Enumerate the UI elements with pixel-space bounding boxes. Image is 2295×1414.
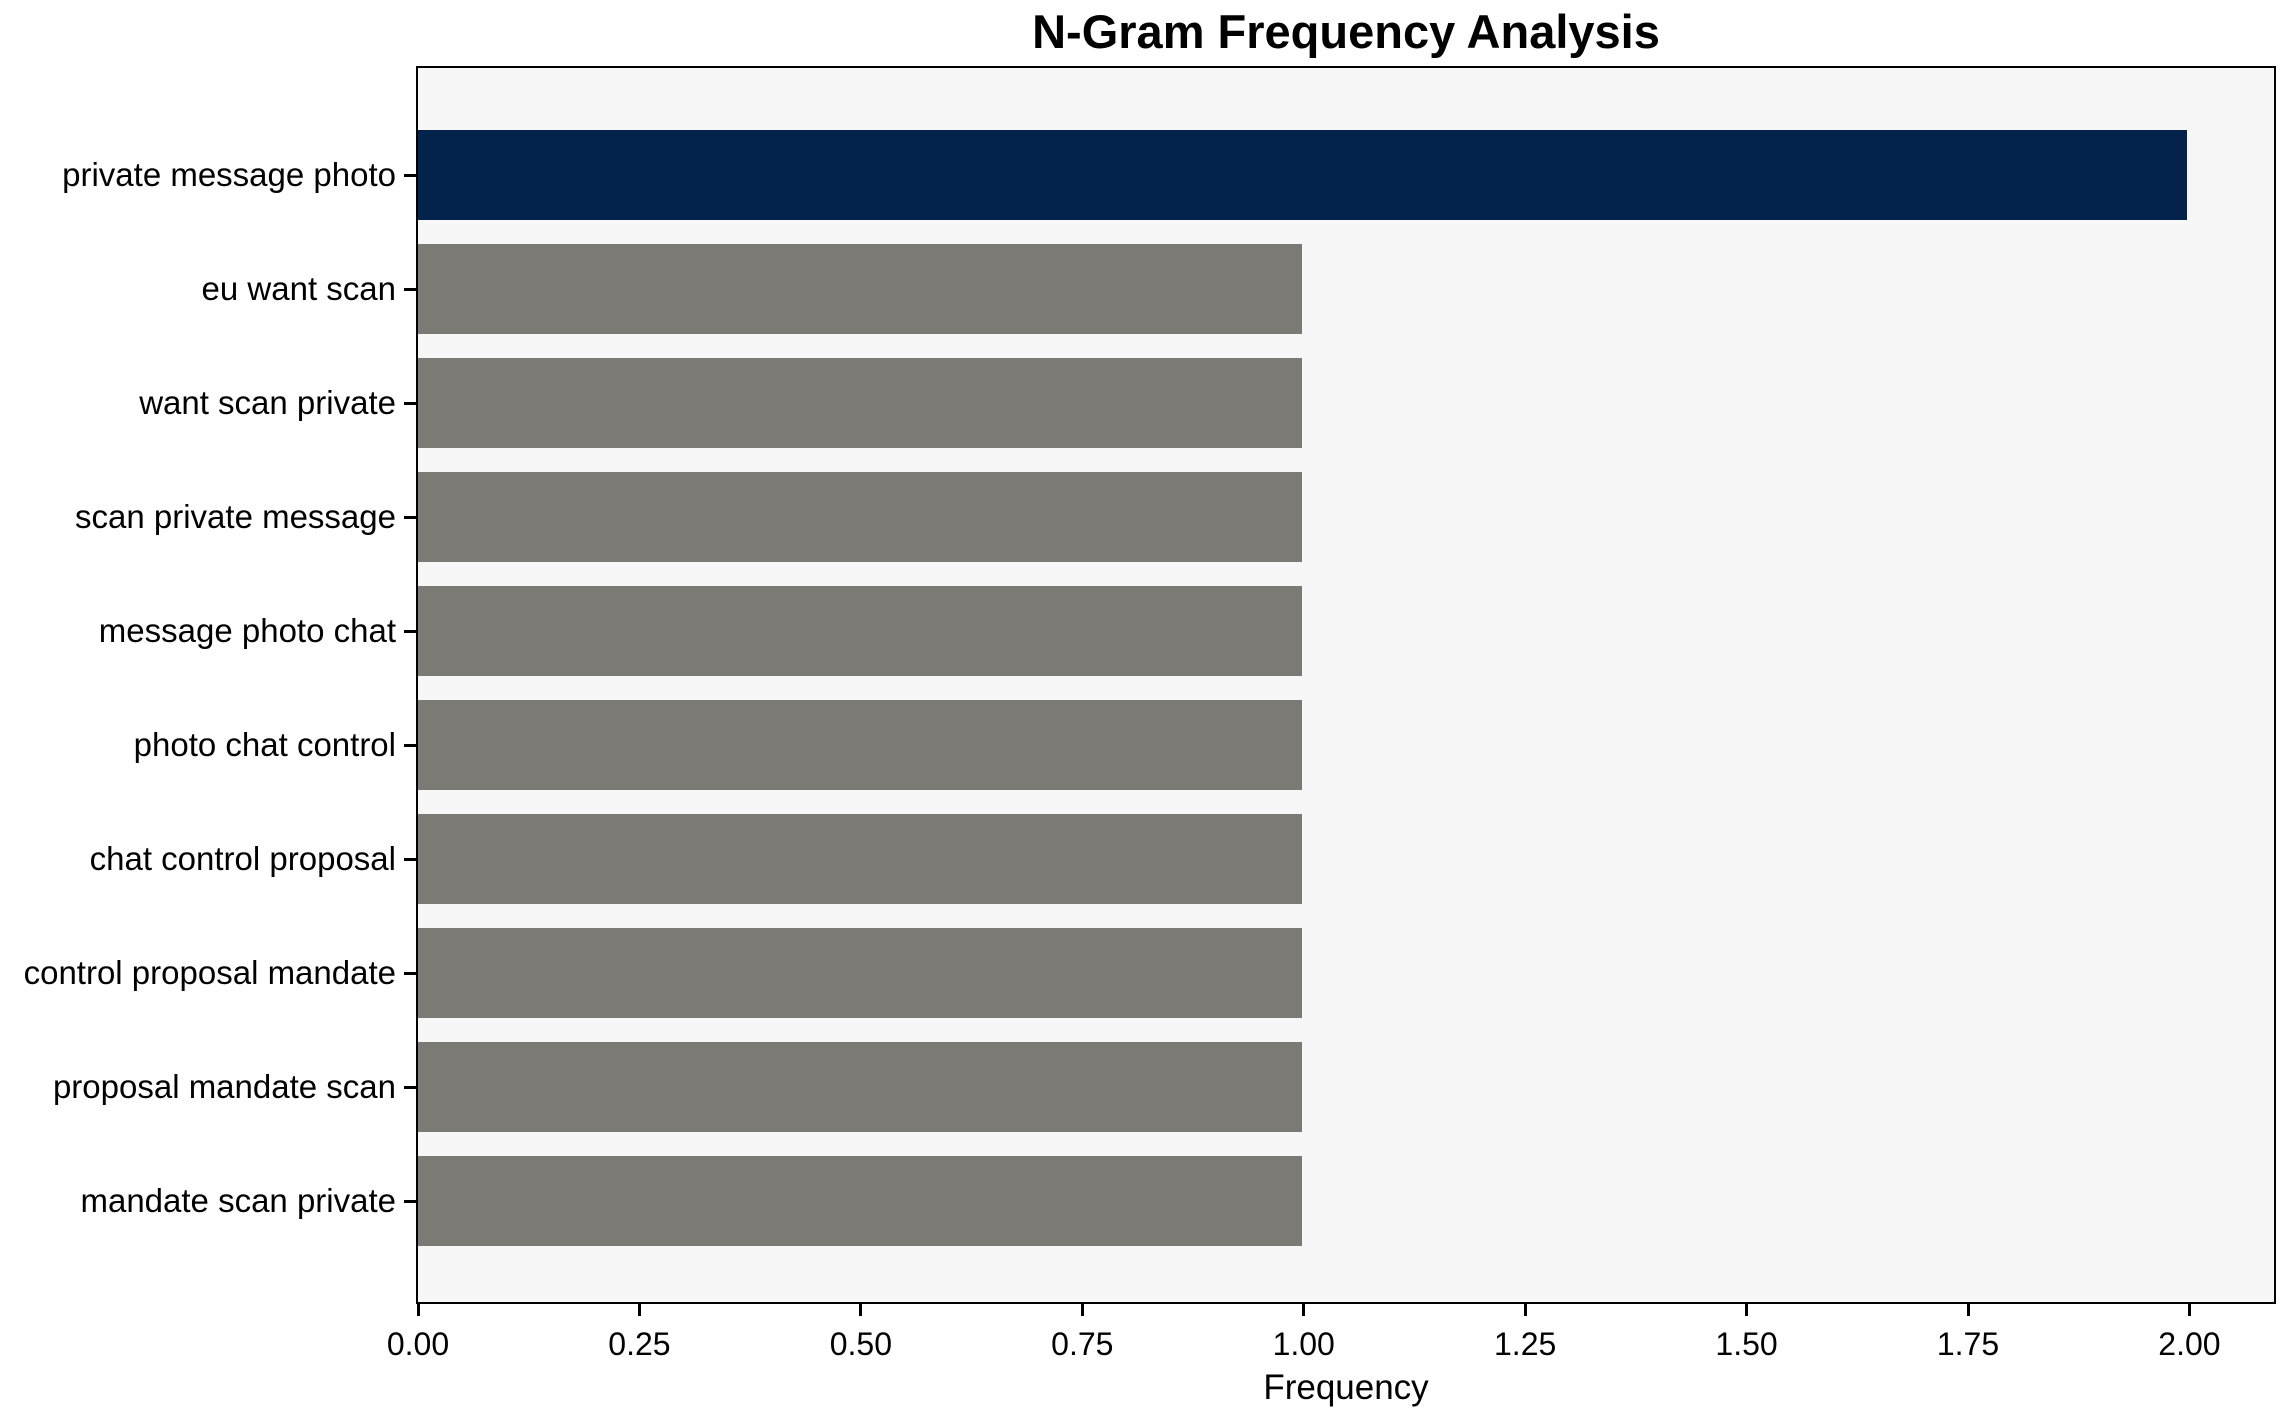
x-tick-label: 1.25 <box>1494 1326 1557 1362</box>
bar-message-photo-chat <box>418 586 1302 676</box>
bar-eu-want-scan <box>418 244 1302 334</box>
x-tick-mark <box>637 1304 641 1316</box>
x-tick-label: 0.25 <box>608 1326 671 1362</box>
y-tick-mark <box>404 515 416 519</box>
x-tick-label: 0.50 <box>829 1326 892 1362</box>
bar-want-scan-private <box>418 358 1302 448</box>
y-tick-label: mandate scan private <box>80 1182 396 1219</box>
bar-proposal-mandate-scan <box>418 1042 1302 1132</box>
x-tick-label: 1.50 <box>1715 1326 1778 1362</box>
chart-title: N-Gram Frequency Analysis <box>1032 5 1660 58</box>
x-tick-mark <box>1080 1304 1084 1316</box>
bar-chat-control-proposal <box>418 814 1302 904</box>
x-tick-mark <box>1966 1304 1970 1316</box>
x-axis-label: Frequency <box>1263 1368 1429 1407</box>
bar-photo-chat-control <box>418 700 1302 790</box>
y-tick-label: proposal mandate scan <box>52 1068 396 1105</box>
bar-scan-private-message <box>418 472 1302 562</box>
x-tick-label: 0.75 <box>1051 1326 1114 1362</box>
y-tick-mark <box>404 401 416 405</box>
y-tick-mark <box>404 629 416 633</box>
x-tick-mark <box>416 1304 420 1316</box>
y-tick-label: chat control proposal <box>89 840 396 877</box>
y-tick-mark <box>404 1199 416 1203</box>
y-tick-label: want scan private <box>139 384 396 421</box>
y-tick-label: eu want scan <box>201 270 396 307</box>
y-tick-label: message photo chat <box>98 612 396 649</box>
x-tick-label: 1.75 <box>1936 1326 2000 1362</box>
y-tick-mark <box>404 1085 416 1089</box>
y-tick-mark <box>404 857 416 861</box>
y-tick-mark <box>404 287 416 291</box>
x-tick-label: 0.00 <box>386 1326 450 1362</box>
bar-mandate-scan-private <box>418 1156 1302 1246</box>
x-tick-mark <box>859 1304 863 1316</box>
x-tick-label: 2.00 <box>2158 1326 2221 1362</box>
bar-control-proposal-mandate <box>418 928 1302 1018</box>
x-tick-mark <box>1745 1304 1749 1316</box>
y-tick-mark <box>404 971 416 975</box>
x-tick-mark <box>1523 1304 1527 1316</box>
x-tick-mark <box>1302 1304 1306 1316</box>
x-tick-mark <box>2187 1304 2191 1316</box>
y-tick-label: scan private message <box>75 498 396 535</box>
y-tick-label: control proposal mandate <box>23 954 396 991</box>
bar-private-message-photo <box>418 130 2188 220</box>
y-tick-mark <box>404 173 416 177</box>
y-tick-label: photo chat control <box>133 726 396 763</box>
x-tick-label: 1.00 <box>1272 1326 1335 1362</box>
y-tick-mark <box>404 743 416 747</box>
y-tick-label: private message photo <box>62 156 396 193</box>
